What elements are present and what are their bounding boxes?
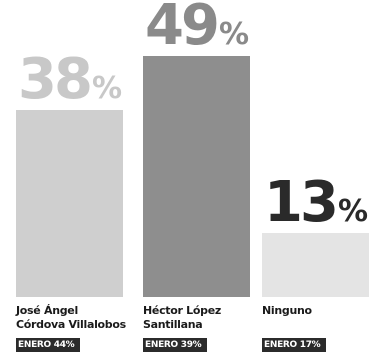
value-unit-3: % xyxy=(337,194,368,230)
category-label-3: Ninguno xyxy=(262,304,369,318)
value-number-2: 49 xyxy=(145,0,220,58)
value-unit-1: % xyxy=(91,71,122,107)
category-label-3-line-1: Ninguno xyxy=(262,304,312,317)
category-label-1: José Ángel Córdova Villalobos xyxy=(16,304,136,332)
value-label-2: 49% xyxy=(145,0,249,54)
bar-1 xyxy=(16,110,123,297)
category-label-1-line-1: José Ángel xyxy=(16,304,78,317)
value-number-1: 38 xyxy=(18,47,93,113)
bar-2 xyxy=(143,56,250,297)
category-label-1-line-2: Córdova Villalobos xyxy=(16,318,126,331)
value-number-3: 13 xyxy=(264,170,339,236)
category-label-2-line-2: Santillana xyxy=(143,318,203,331)
bar-3 xyxy=(262,233,369,297)
value-label-3: 13% xyxy=(264,175,368,231)
previous-value-badge-1: ENERO 44% xyxy=(16,338,81,352)
value-unit-2: % xyxy=(218,17,249,52)
category-label-2-line-1: Héctor López xyxy=(143,304,221,317)
value-label-1: 38% xyxy=(18,52,122,108)
category-label-2: Héctor López Santillana xyxy=(143,304,263,332)
previous-value-badge-3: ENERO 17% xyxy=(262,338,327,352)
previous-value-badge-2: ENERO 39% xyxy=(143,338,208,352)
